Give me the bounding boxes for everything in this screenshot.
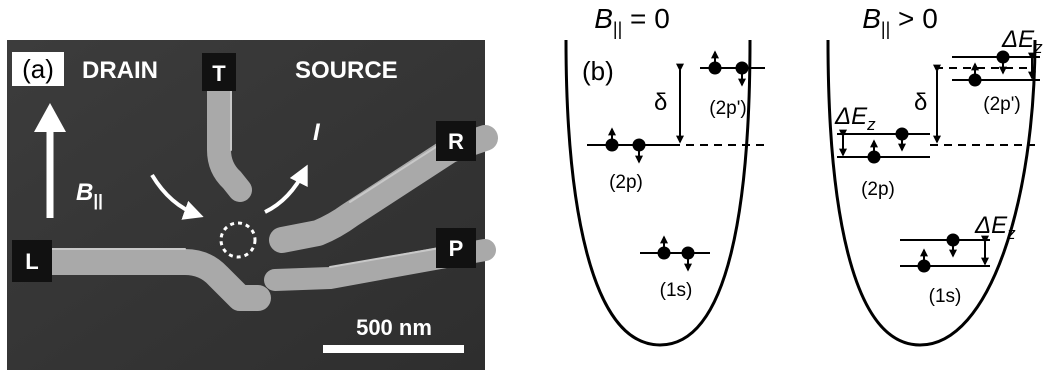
svg-text:R: R [448,129,464,154]
sem-panel: (a) DRAIN SOURCE T R L P B|| I 500 nm [7,40,498,370]
field-arrow-head [34,103,66,132]
level-2p-left: (2p) [609,172,643,193]
energy-diagram: B|| = 0 B|| > 0 (b) [564,3,1043,347]
gate-edges [29,89,451,268]
level-2pp-left: (2p') [709,98,746,119]
svg-text:L: L [25,249,38,274]
title-right: B|| > 0 [862,3,938,39]
svg-text:P: P [449,236,464,261]
panel-a-label-box [12,52,64,86]
right-spin-arrows [870,52,1007,271]
sem-background [7,40,485,370]
right-gate [269,125,498,253]
right-levels [837,52,1040,267]
left-electrons [605,61,749,260]
current-out-arrow [264,164,308,214]
delta-label-left: δ [654,89,667,116]
drain-label: DRAIN [82,57,158,84]
gate-tag-right: R [436,121,476,161]
delta-label-right: δ [914,89,927,116]
gate-tag-top: T [202,53,236,91]
scale-bar [323,345,464,353]
panel-a-label: (a) [22,54,54,84]
current-label: I [313,119,321,146]
potential-well-right [826,39,1037,347]
title-left: B|| = 0 [594,3,670,39]
source-label: SOURCE [295,57,398,84]
top-gate [207,73,252,202]
quantum-dot-marker [219,221,257,259]
scale-bar-label: 500 nm [356,315,432,340]
level-2p-right: (2p) [861,179,895,200]
left-spin-arrows [608,50,746,272]
current-in-arrow [150,173,204,220]
zeeman-label-2pp: ΔEz [1001,26,1043,57]
left-levels [587,63,770,254]
level-2pp-right: (2p') [983,94,1020,115]
potential-well-left [564,39,752,347]
zeeman-label-1s: ΔEz [974,212,1016,243]
panel-b-label: (b) [582,56,614,86]
gate-tag-left: L [12,240,52,282]
left-gate [17,249,271,311]
level-1s-left: (1s) [660,280,693,301]
zeeman-label-2p: ΔEz [834,103,876,134]
field-label: B|| [76,179,103,210]
level-1s-right: (1s) [929,286,962,307]
svg-text:T: T [212,61,226,86]
gate-tag-plunger: P [436,228,476,268]
